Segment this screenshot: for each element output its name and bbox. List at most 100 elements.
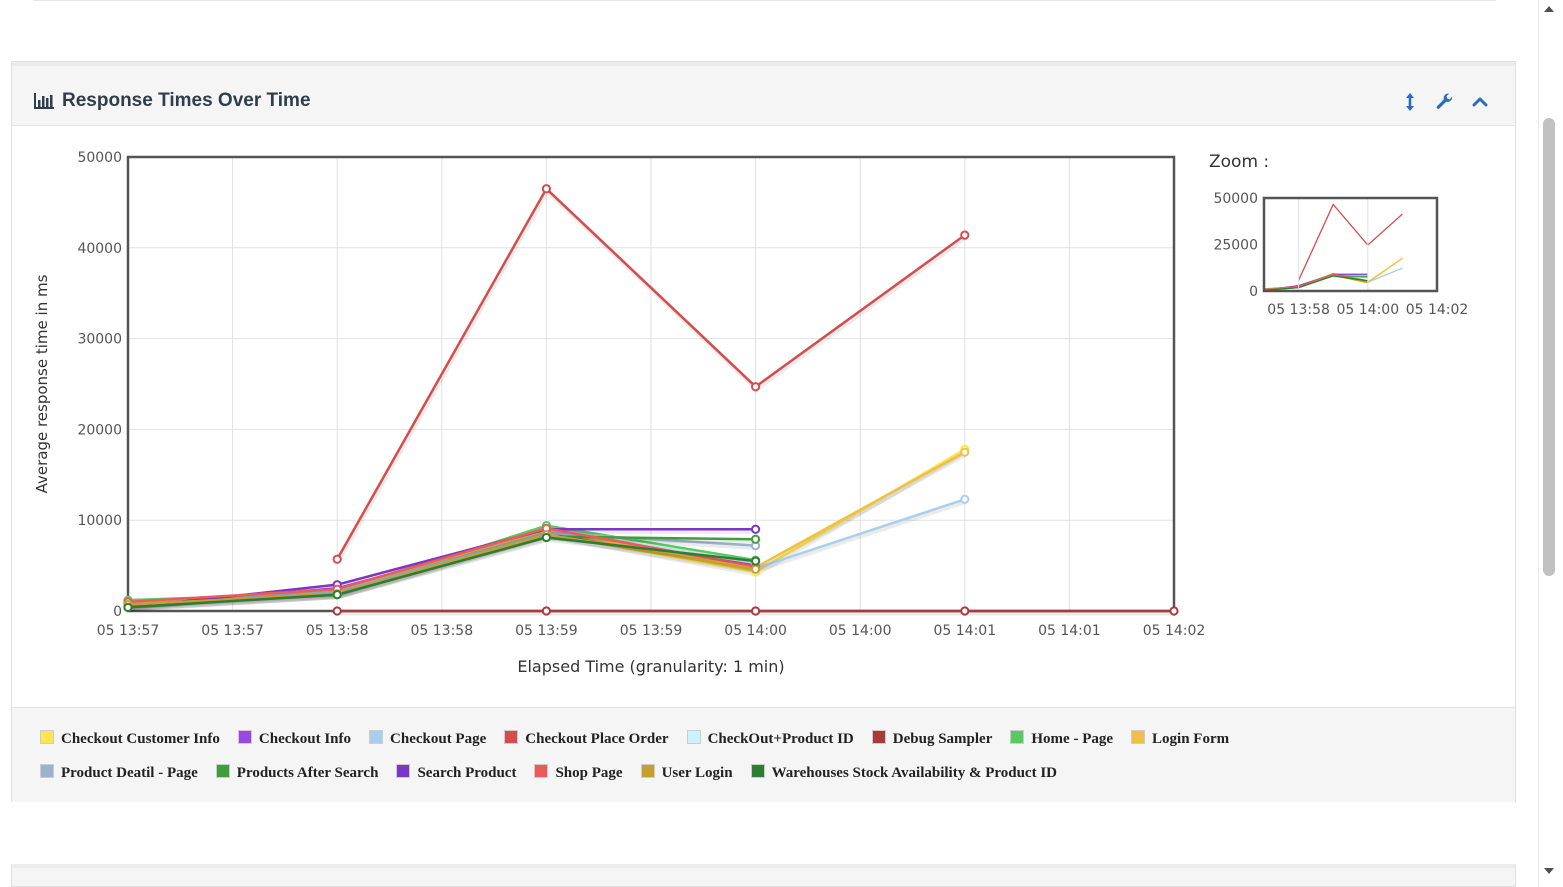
series-line xyxy=(127,536,756,609)
wrench-icon[interactable] xyxy=(1435,92,1455,112)
data-point xyxy=(332,590,342,600)
data-point xyxy=(751,606,761,616)
zoom-y-tick-label: 50000 xyxy=(1213,191,1258,207)
scroll-down-arrow-icon[interactable] xyxy=(1544,868,1554,874)
data-point xyxy=(960,230,970,240)
y-tick-label: 0 xyxy=(113,604,122,620)
legend-swatch xyxy=(40,763,54,778)
legend-swatch xyxy=(504,729,519,744)
response-times-chart[interactable]: 0 10000 20000 30000 40000 50000 05 13:57 05 13:… xyxy=(12,62,1515,702)
legend-label: Shop Page xyxy=(555,764,623,781)
x-tick-label: 05 14:01 xyxy=(933,623,996,639)
legend-label: Login Form xyxy=(1152,730,1230,747)
data-point xyxy=(960,606,970,616)
resize-vertical-icon[interactable] xyxy=(1400,92,1420,112)
legend-label: Product Deatil - Page xyxy=(61,764,198,781)
legend-swatch xyxy=(871,729,886,744)
legend-label: User Login xyxy=(661,764,733,781)
legend-swatch xyxy=(369,729,384,744)
series-line xyxy=(336,187,966,560)
legend-item[interactable]: Search Product xyxy=(396,763,516,782)
zoom-x-tick-label: 05 14:00 xyxy=(1336,302,1399,318)
zoom-x-tick-label: 05 13:58 xyxy=(1267,302,1330,318)
legend-item[interactable]: Checkout Page xyxy=(369,729,487,748)
response-times-panel: Response Times Over Time 0 10000 20000 3000… xyxy=(11,61,1516,802)
scroll-up-arrow-icon[interactable] xyxy=(1544,6,1554,12)
y-tick-label: 30000 xyxy=(77,332,122,348)
legend-item[interactable]: User Login xyxy=(640,763,733,782)
y-axis-label: Average response time in ms xyxy=(33,274,51,493)
data-point xyxy=(751,556,761,566)
series-line xyxy=(127,527,756,604)
panel-header: Response Times Over Time xyxy=(12,62,1515,126)
legend-item[interactable]: Shop Page xyxy=(534,763,623,782)
legend-item[interactable]: Home - Page xyxy=(1010,729,1114,748)
legend-item[interactable]: Warehouses Stock Availability & Product … xyxy=(750,763,1058,782)
x-tick-label: 05 14:00 xyxy=(829,623,892,639)
legend-swatch xyxy=(396,763,411,778)
legend-swatch xyxy=(640,763,655,778)
zoom-frame xyxy=(1262,196,1439,293)
legend-label: Warehouses Stock Availability & Product … xyxy=(771,764,1058,781)
series-line-shadow xyxy=(128,536,757,611)
legend-swatch xyxy=(750,763,765,778)
legend-item[interactable]: Checkout Info xyxy=(237,729,352,748)
series-line-shadow xyxy=(128,498,967,608)
zoom-label: Zoom : xyxy=(1209,152,1269,172)
legend-item[interactable]: Checkout Customer Info xyxy=(40,729,220,748)
x-tick-label: 05 14:01 xyxy=(1038,623,1101,639)
legend-label: Home - Page xyxy=(1031,730,1114,747)
legend-item[interactable]: Login Form xyxy=(1131,729,1230,748)
legend-label: CheckOut+Product ID xyxy=(707,730,854,747)
legend-item[interactable]: CheckOut+Product ID xyxy=(686,729,854,748)
legend-swatch xyxy=(40,729,54,744)
x-tick-label: 05 14:00 xyxy=(724,623,787,639)
legend-item[interactable]: Products After Search xyxy=(215,763,379,782)
x-axis-label: Elapsed Time (granularity: 1 min) xyxy=(517,657,784,676)
legend-swatch xyxy=(237,729,252,744)
y-tick-label: 40000 xyxy=(77,241,122,257)
legend-row: Checkout Customer Info Checkout Info Check… xyxy=(40,728,1247,748)
x-tick-label: 05 14:02 xyxy=(1143,623,1206,639)
legend-row: Product Deatil - Page Products After Sear… xyxy=(40,762,1075,782)
data-point xyxy=(332,606,342,616)
panel-title: Response Times Over Time xyxy=(62,90,311,111)
data-point xyxy=(332,554,342,564)
legend-label: Products After Search xyxy=(236,764,379,781)
legend-label: Checkout Place Order xyxy=(525,730,669,747)
data-point xyxy=(123,602,133,612)
legend-swatch xyxy=(686,729,701,744)
chart-legend: Checkout Customer Info Checkout Info Check… xyxy=(12,707,1515,802)
x-tick-label: 05 13:58 xyxy=(410,623,473,639)
y-tick-label: 10000 xyxy=(77,513,122,529)
x-tick-label: 05 13:58 xyxy=(306,623,369,639)
x-tick-label: 05 13:59 xyxy=(620,623,683,639)
zoom-x-tick-label: 05 14:02 xyxy=(1406,302,1469,318)
legend-label: Checkout Page xyxy=(390,730,487,747)
x-tick-label: 05 13:57 xyxy=(201,623,264,639)
scrollbar-thumb[interactable] xyxy=(1543,118,1555,576)
data-point xyxy=(541,606,552,616)
bar-chart-icon xyxy=(34,93,54,109)
data-point xyxy=(541,532,552,543)
data-point xyxy=(751,564,761,574)
y-tick-label: 50000 xyxy=(77,150,122,166)
chevron-up-icon[interactable] xyxy=(1470,92,1490,112)
legend-item[interactable]: Product Deatil - Page xyxy=(40,763,198,782)
legend-label: Checkout Info xyxy=(258,730,352,747)
legend-label: Checkout Customer Info xyxy=(61,730,220,747)
series-line xyxy=(127,533,756,606)
x-tick-label: 05 13:59 xyxy=(515,623,578,639)
next-panel-header xyxy=(11,864,1516,887)
zoom-series-line xyxy=(1298,203,1403,281)
zoom-series-line xyxy=(1263,275,1368,291)
x-tick-label: 05 13:57 xyxy=(97,623,160,639)
y-tick-label: 20000 xyxy=(77,422,122,438)
zoom-y-tick-label: 0 xyxy=(1249,284,1258,300)
data-point xyxy=(541,184,552,194)
legend-item[interactable]: Checkout Place Order xyxy=(504,729,669,748)
zoom-y-tick-label: 25000 xyxy=(1213,238,1258,254)
legend-item[interactable]: Debug Sampler xyxy=(871,729,992,748)
series-line-shadow xyxy=(128,536,757,612)
legend-swatch xyxy=(1131,729,1146,744)
